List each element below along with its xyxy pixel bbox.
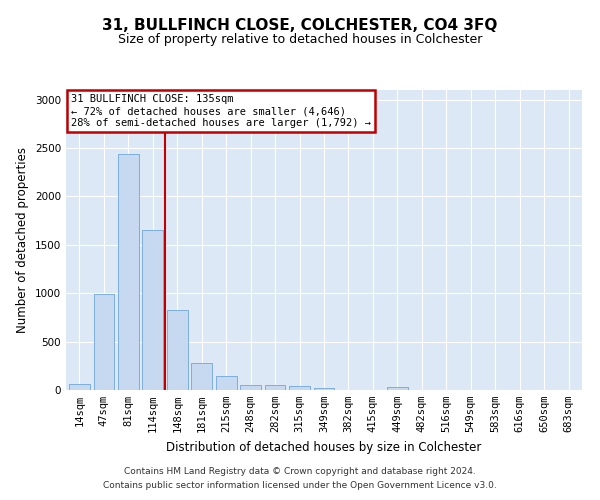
Bar (240, 384, 261, 390)
Bar (289, 386, 310, 390)
Bar (216, 376, 236, 390)
Bar (142, 230, 163, 390)
Bar (265, 384, 286, 390)
Bar (167, 310, 188, 390)
Text: Contains HM Land Registry data © Crown copyright and database right 2024.: Contains HM Land Registry data © Crown c… (124, 467, 476, 476)
Bar (314, 388, 334, 390)
Bar (387, 387, 408, 390)
Text: Contains public sector information licensed under the Open Government Licence v3: Contains public sector information licen… (103, 481, 497, 490)
Y-axis label: Number of detached properties: Number of detached properties (16, 147, 29, 333)
X-axis label: Distribution of detached houses by size in Colchester: Distribution of detached houses by size … (166, 440, 482, 454)
Bar (69, 384, 90, 390)
Bar (191, 363, 212, 390)
Bar (118, 154, 139, 390)
Bar (94, 294, 114, 390)
Text: 31, BULLFINCH CLOSE, COLCHESTER, CO4 3FQ: 31, BULLFINCH CLOSE, COLCHESTER, CO4 3FQ (103, 18, 497, 32)
Text: Size of property relative to detached houses in Colchester: Size of property relative to detached ho… (118, 32, 482, 46)
Text: 31 BULLFINCH CLOSE: 135sqm
← 72% of detached houses are smaller (4,646)
28% of s: 31 BULLFINCH CLOSE: 135sqm ← 72% of deta… (71, 94, 371, 128)
